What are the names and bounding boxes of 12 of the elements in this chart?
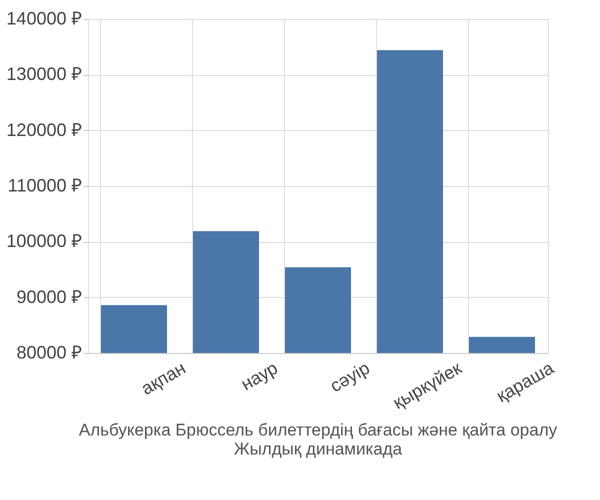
- x-tick-label: наур: [238, 358, 281, 394]
- y-tick-label: 140000 ₽: [6, 8, 82, 28]
- x-tick-label: ақпан: [138, 358, 189, 399]
- y-tick-label: 120000 ₽: [6, 120, 82, 140]
- text: Альбукерка Брюссель билеттердің бағасы және қайта оралу: [78, 420, 558, 440]
- y-tick-label: 130000 ₽: [6, 64, 82, 84]
- y-tick-label: 80000 ₽: [16, 342, 82, 362]
- y-tick-label: 90000 ₽: [16, 286, 82, 307]
- y-tick-label: 110000 ₽: [8, 176, 82, 196]
- y-tick-label: 100000 ₽: [6, 231, 82, 252]
- x-tick-label: сәуір: [326, 358, 373, 396]
- text: Жылдық динамикада: [234, 439, 403, 458]
